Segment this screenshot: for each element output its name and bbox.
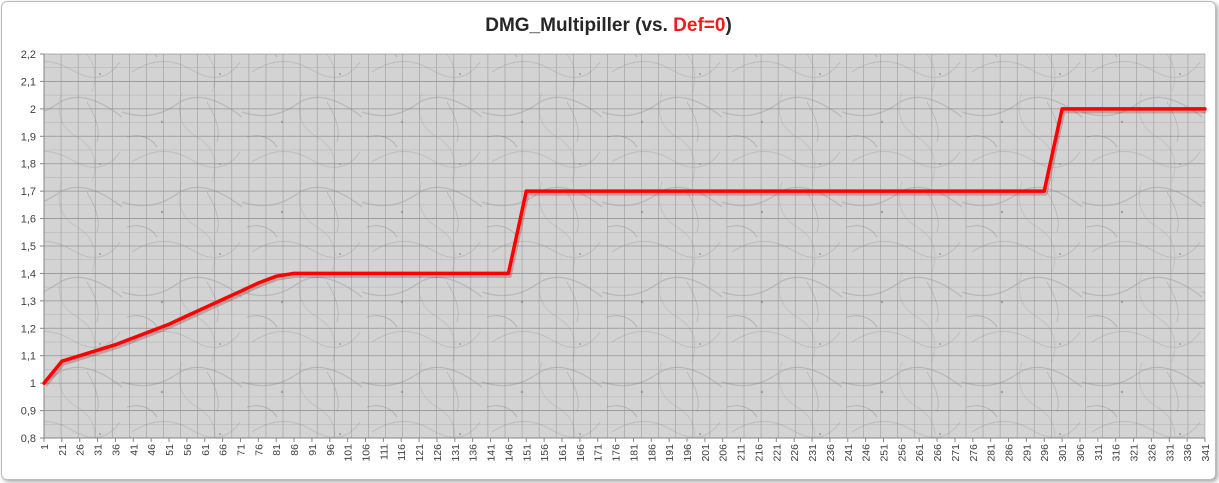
x-tick-label: 141 bbox=[486, 444, 498, 462]
x-tick-label: 286 bbox=[1004, 444, 1016, 462]
x-tick-label: 91 bbox=[307, 444, 319, 456]
x-tick-label: 196 bbox=[682, 444, 694, 462]
y-tick-label: 1,5 bbox=[21, 241, 36, 253]
x-tick-label: 276 bbox=[968, 444, 980, 462]
x-tick-label: 261 bbox=[914, 444, 926, 462]
y-tick-label: 1 bbox=[30, 378, 36, 390]
chart-title-prefix: DMG_Multipiller (vs. bbox=[485, 15, 674, 36]
y-tick-label: 1,4 bbox=[21, 268, 36, 280]
x-tick-label: 296 bbox=[1039, 444, 1051, 462]
x-tick-label: 241 bbox=[843, 444, 855, 462]
y-tick-label: 1,8 bbox=[21, 159, 36, 171]
x-tick-label: 186 bbox=[646, 444, 658, 462]
x-tick-label: 81 bbox=[271, 444, 283, 456]
x-tick-label: 46 bbox=[146, 444, 158, 456]
x-tick-label: 21 bbox=[57, 444, 69, 456]
x-tick-label: 271 bbox=[950, 444, 962, 462]
x-tick-label: 86 bbox=[289, 444, 301, 456]
y-tick-label: 1,6 bbox=[21, 214, 36, 226]
gridlines bbox=[43, 53, 1206, 439]
x-tick-label: 316 bbox=[1111, 444, 1123, 462]
x-tick-label: 181 bbox=[628, 444, 640, 462]
x-tick-label: 326 bbox=[1146, 444, 1158, 462]
x-tick-label: 201 bbox=[700, 444, 712, 462]
chart-title-highlight: Def=0 bbox=[673, 15, 726, 36]
x-tick-label: 131 bbox=[450, 444, 462, 462]
x-tick-label: 136 bbox=[468, 444, 480, 462]
x-tick-label: 331 bbox=[1164, 444, 1176, 462]
x-tick-label: 321 bbox=[1129, 444, 1141, 462]
x-tick-label: 71 bbox=[235, 444, 247, 456]
y-tick-label: 1,9 bbox=[21, 131, 36, 143]
x-tick-label: 341 bbox=[1200, 444, 1212, 462]
x-tick-label: 36 bbox=[110, 444, 122, 456]
x-tick-label: 66 bbox=[218, 444, 230, 456]
x-tick-label: 266 bbox=[932, 444, 944, 462]
y-tick-label: 1,3 bbox=[21, 296, 36, 308]
y-tick-label: 2,1 bbox=[21, 76, 36, 88]
x-tick-label: 31 bbox=[93, 444, 105, 456]
x-tick-label: 26 bbox=[75, 444, 87, 456]
x-tick-label: 106 bbox=[361, 444, 373, 462]
x-tick-label: 216 bbox=[753, 444, 765, 462]
x-tick-label: 166 bbox=[575, 444, 587, 462]
x-tick-label: 221 bbox=[771, 444, 783, 462]
series-line bbox=[42, 107, 1207, 385]
x-tick-label: 156 bbox=[539, 444, 551, 462]
chart-title: DMG_Multipiller (vs. Def=0) bbox=[2, 15, 1215, 37]
x-tick-label: 51 bbox=[164, 444, 176, 456]
x-tick-label: 301 bbox=[1057, 444, 1069, 462]
x-tick-label: 311 bbox=[1093, 444, 1105, 461]
x-tick-label: 291 bbox=[1021, 444, 1033, 462]
x-tick-label: 56 bbox=[182, 444, 194, 456]
x-tick-label: 176 bbox=[611, 444, 623, 462]
x-tick-label: 146 bbox=[503, 444, 515, 462]
x-tick-label: 1 bbox=[39, 444, 51, 450]
x-tick-label: 191 bbox=[664, 444, 676, 462]
x-tick-label: 111 bbox=[378, 444, 390, 460]
x-tick-label: 306 bbox=[1075, 444, 1087, 462]
x-tick-label: 76 bbox=[253, 444, 265, 456]
y-tick-label: 1,7 bbox=[21, 186, 36, 198]
x-tick-label: 206 bbox=[718, 444, 730, 462]
y-tick-label: 1,1 bbox=[21, 351, 36, 363]
x-tick-label: 236 bbox=[825, 444, 837, 462]
y-tick-label: 0,9 bbox=[21, 406, 36, 418]
x-tick-label: 101 bbox=[343, 444, 355, 462]
x-tick-label: 211 bbox=[736, 444, 748, 461]
chart-title-suffix: ) bbox=[725, 15, 732, 36]
x-tick-label: 126 bbox=[432, 444, 444, 462]
y-tick-label: 2 bbox=[30, 104, 36, 116]
x-tick-label: 96 bbox=[325, 444, 337, 456]
x-tick-label: 151 bbox=[521, 444, 533, 462]
x-tick-label: 171 bbox=[593, 444, 605, 462]
y-tick-label: 2,2 bbox=[21, 49, 36, 61]
x-tick-label: 246 bbox=[861, 444, 873, 462]
x-tick-label: 161 bbox=[557, 444, 569, 462]
x-tick-label: 281 bbox=[986, 444, 998, 462]
x-tick-label: 251 bbox=[878, 444, 890, 462]
y-tick-label: 1,2 bbox=[21, 323, 36, 335]
y-tick-label: 0,8 bbox=[21, 433, 36, 445]
x-tick-label: 116 bbox=[396, 444, 408, 461]
series-line-shadow bbox=[43, 108, 1206, 387]
x-tick-label: 336 bbox=[1182, 444, 1194, 462]
x-tick-label: 121 bbox=[414, 444, 426, 462]
x-tick-label: 226 bbox=[789, 444, 801, 462]
x-tick-label: 231 bbox=[807, 444, 819, 462]
x-tick-label: 41 bbox=[128, 444, 140, 456]
x-tick-label: 61 bbox=[200, 444, 212, 456]
x-tick-label: 256 bbox=[896, 444, 908, 462]
